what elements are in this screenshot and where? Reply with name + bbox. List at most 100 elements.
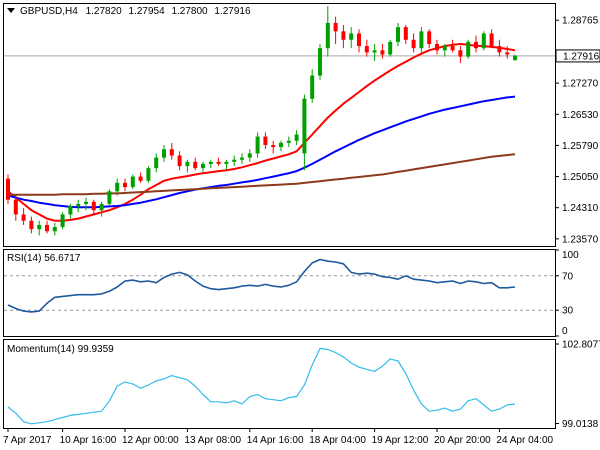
candle [489,29,494,49]
candle [294,130,299,145]
candle [169,142,174,160]
candle-body [247,153,252,158]
candle-body [6,178,10,200]
time-axis-label: 13 Apr 08:00 [184,435,241,446]
candle [497,39,502,57]
candle [224,159,229,171]
candle [411,33,416,53]
candle [466,39,471,59]
rsi-tick-label: 100 [562,250,579,261]
candle-body [474,41,478,49]
candle-body [146,168,151,181]
candle-body [177,155,182,167]
candle [177,151,182,171]
candle-body [427,31,432,44]
candle-body [52,227,57,232]
candle-body [364,46,369,53]
candle-body [489,33,494,47]
current-price-label: 1.27916 [563,51,600,62]
candle-body [45,224,49,232]
candle-body [21,214,26,221]
candle [138,172,143,183]
rsi-tick-label: 0 [562,326,568,337]
candle-body [357,33,361,47]
candle-body [318,48,322,76]
candle [37,220,42,236]
candle [458,46,463,63]
rsi-tick-label: 30 [562,306,574,317]
candle [341,25,346,49]
candle-body [263,136,268,145]
candle [21,208,26,225]
candle [130,174,135,190]
candle [419,27,424,53]
candle [302,94,307,171]
candle-body [513,55,517,60]
chart-menu-triangle-icon[interactable] [7,8,15,13]
price-tick-label: 1.27270 [562,79,599,90]
momentum-pane[interactable] [3,339,556,429]
candle-body [115,182,120,192]
candle-body [271,144,276,148]
candle [364,39,369,57]
candle [193,157,198,171]
candle-body [481,33,486,49]
ohlc-close: 1.27916 [214,6,251,17]
candle [442,43,447,57]
momentum-title: Momentum(14) 99.9359 [7,344,114,355]
candle [279,140,283,152]
time-axis-label: 18 Apr 04:00 [309,435,366,446]
price-plot [6,6,517,236]
sma-brown-line [8,153,516,196]
ohlc-high: 1.27954 [129,6,166,17]
candle-body [185,161,190,167]
candle [372,43,377,61]
candle-body [411,39,416,49]
time-axis-label: 19 Apr 12:00 [372,435,429,446]
ohlc-low: 1.27800 [171,6,208,17]
price-tick-label: 1.25790 [562,141,599,152]
candle-body [91,201,96,211]
candle [513,54,517,61]
candle [201,161,205,173]
rsi-line [7,258,516,313]
candle [240,153,244,164]
candle [396,22,400,47]
candle [185,159,190,173]
candle [146,166,151,183]
candle [45,220,49,234]
candle-body [294,134,299,141]
candle-body [450,46,455,51]
candle [6,174,10,204]
time-axis-label: 7 Apr 2017 [3,435,52,446]
candle-body [169,149,174,156]
candle [123,178,127,192]
candle [91,199,96,215]
candle-body [224,161,229,164]
candle-body [84,201,88,204]
candle-body [240,157,244,160]
candle [60,212,65,230]
price-tick-label: 1.25050 [562,172,599,183]
candle-body [201,163,205,169]
candle [450,39,455,53]
candle-body [216,161,221,164]
sma-red-line [7,43,516,222]
momentum-plot [7,347,516,425]
candle-body [208,161,213,164]
rsi-pane[interactable] [3,249,556,337]
candle-body [505,52,510,55]
rsi-tick-label: 70 [562,271,574,282]
momentum-line [7,347,516,425]
candle-body [325,22,330,49]
candle [247,149,252,162]
time-axis-label: 20 Apr 20:00 [434,435,491,446]
candle [357,29,361,53]
candle [13,195,18,221]
candle-body [154,157,159,169]
candle-body [458,50,463,57]
candle-body [107,191,112,204]
candle [76,199,81,213]
candle-body [286,140,291,143]
